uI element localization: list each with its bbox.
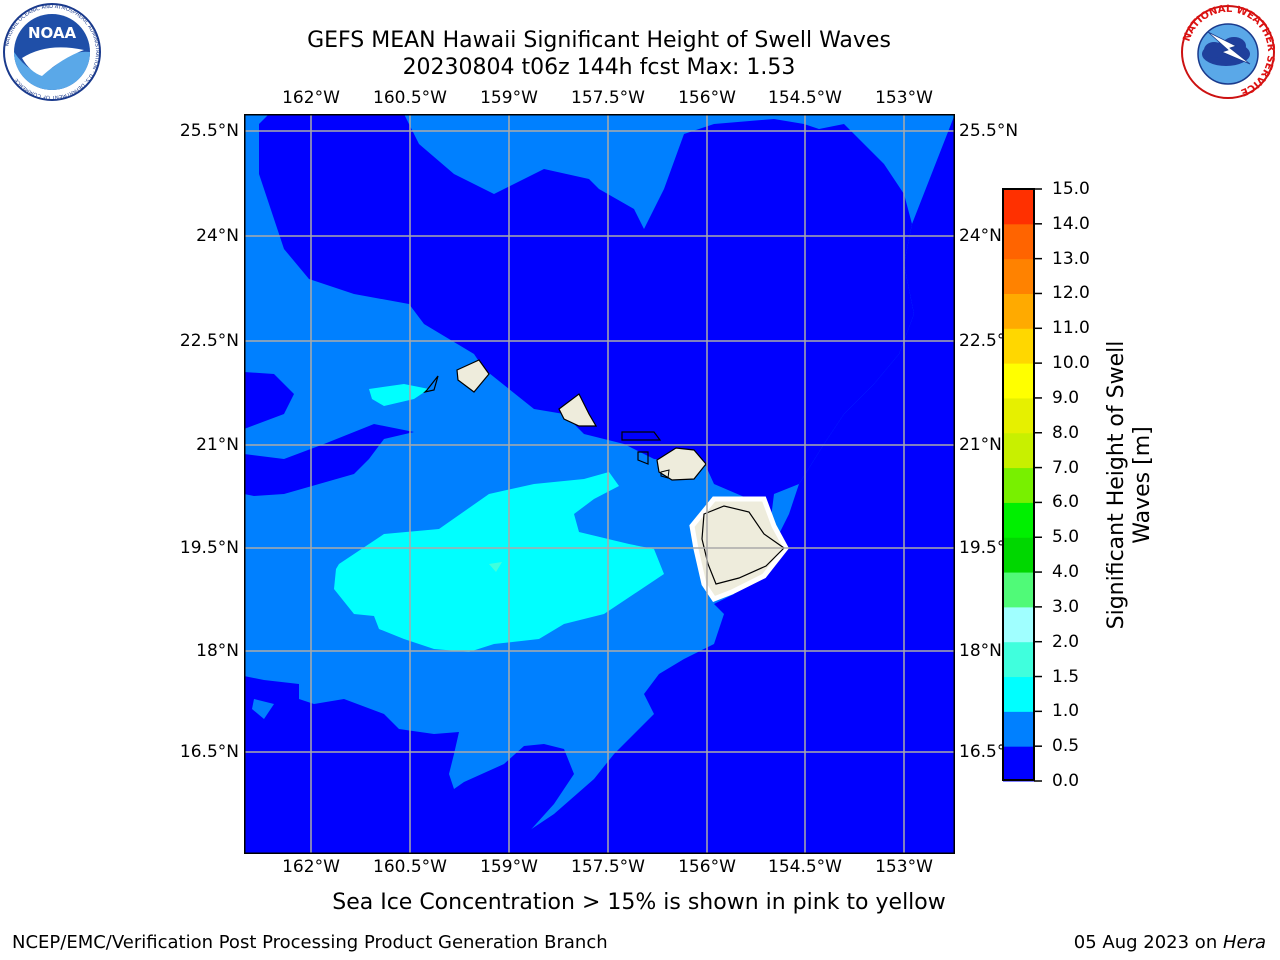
colorbar-title-line2: Waves [m]: [1130, 426, 1155, 544]
lon-tick-top: 159°W: [480, 88, 538, 108]
colorbar-tick-label: 8.0: [1052, 422, 1080, 443]
colorbar-segment: [1003, 537, 1034, 573]
colorbar-segment: [1003, 641, 1034, 678]
lon-tick-bottom: 156°W: [678, 857, 736, 877]
colorbar-tick-label: 0.5: [1052, 736, 1080, 757]
chart-title: GEFS MEAN Hawaii Significant Height of S…: [307, 28, 891, 53]
lat-tick-right: 24°N: [959, 226, 1002, 246]
colorbar: [1002, 188, 1048, 782]
lon-tick-bottom: 159°W: [480, 857, 538, 877]
colorbar-segment: [1003, 432, 1034, 469]
colorbar-segment: [1003, 258, 1034, 294]
lat-tick-left: 18°N: [196, 641, 239, 661]
island-hawaii-coast: [701, 505, 785, 585]
swell-band-0.0-0.5-north: [259, 114, 914, 534]
lon-tick-bottom: 154.5°W: [768, 857, 842, 877]
nws-logo: NATIONAL WEATHER SERVICE: [1181, 4, 1276, 99]
colorbar-tick-label: 14.0: [1052, 213, 1090, 234]
colorbar-segment: [1003, 467, 1034, 503]
colorbar-segment: [1003, 746, 1034, 782]
island-molokai: [621, 431, 662, 441]
colorbar-tick-label: 7.0: [1052, 457, 1080, 478]
chart-subtitle: 20230804 t06z 144h fcst Max: 1.53: [402, 55, 796, 80]
colorbar-tick-label: 10.0: [1052, 353, 1090, 374]
island-kahoolawe: [660, 469, 670, 479]
colorbar-segment: [1003, 502, 1034, 538]
colorbar-tick-label: 13.0: [1052, 248, 1090, 269]
colorbar-tick-label: 11.0: [1052, 318, 1090, 339]
lat-tick-left: 21°N: [196, 435, 239, 455]
colorbar-segment: [1003, 606, 1034, 643]
colorbar-tick-label: 1.5: [1052, 666, 1080, 687]
lon-tick-top: 154.5°W: [768, 88, 842, 108]
swell-band-0.0-0.5-west2: [244, 424, 414, 496]
colorbar-tick-label: 3.0: [1052, 596, 1080, 617]
colorbar-segment: [1003, 363, 1034, 399]
colorbar-segment: [1003, 189, 1034, 225]
colorbar-title-line1: Significant Height of Swell: [1104, 340, 1129, 630]
colorbar-segment: [1003, 397, 1034, 434]
colorbar-tick-label: 0.0: [1052, 771, 1080, 791]
colorbar-tick-label: 5.0: [1052, 527, 1080, 548]
lon-tick-bottom: 157.5°W: [571, 857, 645, 877]
lon-tick-top: 162°W: [282, 88, 340, 108]
swell-band-1.0-1.5-south: [334, 472, 664, 652]
colorbar-segment: [1003, 223, 1034, 260]
colorbar-segment: [1003, 328, 1034, 364]
lat-tick-left: 19.5°N: [179, 538, 239, 558]
sea-ice-note: Sea Ice Concentration > 15% is shown in …: [332, 890, 946, 915]
colorbar-tick-label: 4.0: [1052, 562, 1080, 583]
lon-tick-bottom: 153°W: [875, 857, 933, 877]
swell-band-1.0-1.5-west: [369, 384, 429, 406]
lon-tick-top: 160.5°W: [373, 88, 447, 108]
swell-band-0.0-0.5-west: [244, 372, 294, 429]
colorbar-tick-label: 9.0: [1052, 387, 1080, 408]
swell-band-1.0-1.5-fleck: [489, 562, 502, 572]
map-frame: [244, 114, 955, 854]
noaa-logo: NOAA NATIONAL OCEANIC AND ATMOSPHERIC AD…: [3, 3, 101, 101]
swell-band-0.5-1.0-patch: [252, 699, 274, 719]
island-kauai: [456, 359, 490, 393]
lon-tick-top: 153°W: [875, 88, 933, 108]
lat-tick-left: 25.5°N: [179, 121, 239, 141]
islands: [423, 359, 789, 603]
swell-band-0.0-0.5-southwest: [244, 676, 574, 854]
lat-tick-right: 18°N: [959, 641, 1002, 661]
colorbar-tick-label: 2.0: [1052, 631, 1080, 652]
footer-machine: Hera: [1222, 932, 1266, 953]
colorbar-tick-label: 1.0: [1052, 701, 1080, 722]
island-oahu: [558, 393, 598, 427]
swell-band-0.0-0.5-southeast: [509, 114, 955, 854]
colorbar-segment: [1003, 293, 1034, 329]
lat-tick-right: 21°N: [959, 435, 1002, 455]
lon-tick-bottom: 160.5°W: [373, 857, 447, 877]
island-niihau: [423, 375, 439, 394]
noaa-logo-text: NOAA: [28, 24, 77, 42]
lat-tick-right: 25.5°N: [959, 121, 1019, 141]
lat-tick-left: 16.5°N: [179, 742, 239, 762]
footer-date: 05 Aug 2023 on Hera: [1074, 932, 1266, 953]
colorbar-tick-label: 15.0: [1052, 179, 1090, 199]
island-lanai: [637, 451, 649, 465]
lon-tick-top: 157.5°W: [571, 88, 645, 108]
footer-date-text: 05 Aug 2023 on: [1073, 932, 1223, 953]
footer-branch: NCEP/EMC/Verification Post Processing Pr…: [12, 932, 608, 953]
colorbar-tick-label: 12.0: [1052, 283, 1090, 304]
colorbar-segment: [1003, 572, 1034, 608]
colorbar-segment: [1003, 676, 1034, 712]
gridlines: [244, 114, 955, 854]
colorbar-segment: [1003, 711, 1034, 747]
lat-tick-left: 24°N: [196, 226, 239, 246]
colorbar-tick-label: 6.0: [1052, 492, 1080, 513]
lat-tick-left: 22.5°N: [179, 331, 239, 351]
lon-tick-top: 156°W: [678, 88, 736, 108]
map-plot: [244, 114, 955, 854]
lon-tick-bottom: 162°W: [282, 857, 340, 877]
